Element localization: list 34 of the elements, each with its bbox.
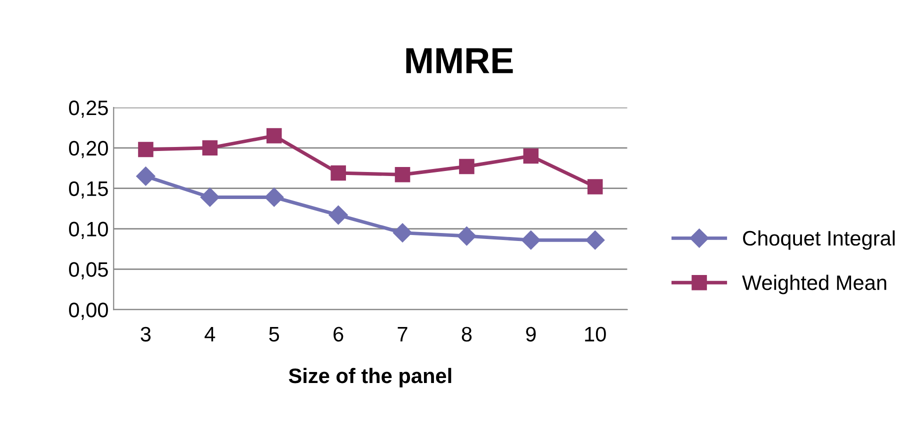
point [394,166,410,182]
y-tick-label: 0,25 [69,100,108,118]
point [266,128,282,144]
point [330,165,346,181]
x-tick-label: 5 [269,327,280,342]
point [202,140,218,156]
point [200,188,220,207]
point [136,166,156,186]
legend-label: Choquet Integral [743,230,895,250]
y-tick-label: 0,20 [69,140,108,158]
chart-title: MMRE [406,48,513,74]
point [264,188,284,207]
y-tick-label: 0,00 [69,302,108,320]
point [328,205,348,225]
y-tick-label: 0,10 [69,222,108,239]
x-tick-label: 9 [526,326,536,342]
legend-label: Weighted Mean [742,274,886,294]
x-tick-label: 10 [585,326,606,342]
point [457,226,476,246]
x-tick-label: 3 [140,326,151,342]
point [138,142,154,158]
point [459,158,474,174]
x-tick-label: 7 [398,327,408,342]
point [392,223,412,242]
x-tick-label: 6 [334,326,344,342]
point [587,179,603,194]
point [523,148,539,164]
x-tick-label: 4 [204,327,216,342]
x-tick-label: 8 [462,326,472,342]
x-axis-title: Size of the panel [288,368,452,388]
y-tick-label: 0,05 [69,262,108,280]
point [586,230,605,250]
y-tick-label: 0,15 [69,181,108,199]
point [521,230,540,250]
